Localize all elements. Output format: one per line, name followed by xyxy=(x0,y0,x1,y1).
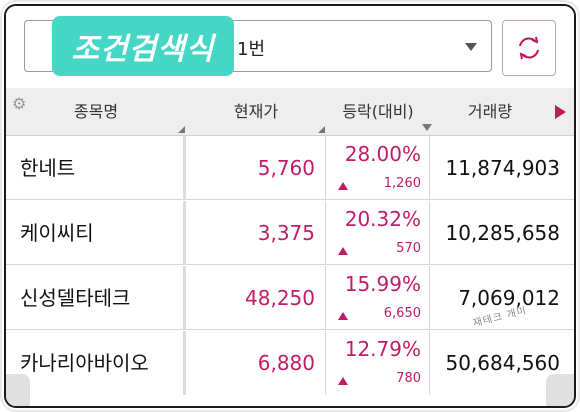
col-header-price[interactable]: 현재가 xyxy=(233,102,279,121)
stock-name: 케이씨티 xyxy=(6,201,186,265)
stock-volume: 10,285,658 xyxy=(445,221,560,245)
stock-screen: 1번 조건검색식 ⚙ 종목명 현재가 등락(대비) 거래량 한네트 5,760 xyxy=(4,4,576,408)
scroll-left-handle[interactable] xyxy=(6,374,30,406)
table-row[interactable]: 한네트 5,760 28.00% 1,260 11,874,903 xyxy=(6,136,574,200)
stock-price: 3,375 xyxy=(186,201,326,265)
up-triangle-icon xyxy=(338,312,348,320)
sort-corner-icon xyxy=(178,126,185,133)
stock-volume: 11,874,903 xyxy=(445,156,560,180)
scroll-right-handle[interactable] xyxy=(546,374,574,406)
table-header: ⚙ 종목명 현재가 등락(대비) 거래량 xyxy=(6,88,574,136)
stock-price: 6,880 xyxy=(186,331,326,395)
table-row[interactable]: 카나리아바이오 6,880 12.79% 780 50,684,560 xyxy=(6,331,574,395)
col-header-change[interactable]: 등락(대비) xyxy=(342,102,414,121)
sort-corner-icon xyxy=(318,126,325,133)
change-diff: 6,650 xyxy=(383,306,421,321)
stock-volume: 50,684,560 xyxy=(445,351,560,375)
change-diff: 570 xyxy=(396,241,421,256)
up-triangle-icon xyxy=(338,182,348,190)
stock-name: 한네트 xyxy=(6,136,186,200)
stock-change: 28.00% 1,260 xyxy=(326,136,430,200)
table-row[interactable]: 신성델타테크 48,250 15.99% 6,650 7,069,012 xyxy=(6,266,574,330)
stock-change: 12.79% 780 xyxy=(326,331,430,395)
condition-search-badge: 조건검색식 xyxy=(52,16,234,76)
change-percent: 28.00% xyxy=(344,142,421,166)
scroll-right-icon[interactable] xyxy=(555,105,566,119)
up-triangle-icon xyxy=(338,377,348,385)
change-diff: 780 xyxy=(396,371,421,386)
stock-price: 5,760 xyxy=(186,136,326,200)
stock-volume: 7,069,012 xyxy=(458,286,560,310)
stock-price: 48,250 xyxy=(186,266,326,330)
gear-icon[interactable]: ⚙ xyxy=(12,94,27,113)
col-header-name[interactable]: 종목명 xyxy=(73,102,119,121)
change-diff: 1,260 xyxy=(383,176,421,191)
stock-change: 15.99% 6,650 xyxy=(326,266,430,330)
change-percent: 20.32% xyxy=(344,207,421,231)
table-row[interactable]: 케이씨티 3,375 20.32% 570 10,285,658 xyxy=(6,201,574,265)
change-percent: 12.79% xyxy=(344,337,421,361)
condition-select-value: 1번 xyxy=(237,39,266,60)
caret-down-icon xyxy=(465,43,477,51)
stock-name: 신성델타테크 xyxy=(6,266,186,330)
stock-name: 카나리아바이오 xyxy=(6,331,186,395)
change-percent: 15.99% xyxy=(344,272,421,296)
up-triangle-icon xyxy=(338,247,348,255)
stock-change: 20.32% 570 xyxy=(326,201,430,265)
refresh-button[interactable] xyxy=(502,20,556,76)
refresh-icon xyxy=(519,36,539,60)
condition-search-label: 조건검색식 xyxy=(71,32,215,67)
sort-down-icon xyxy=(422,124,432,131)
col-header-volume[interactable]: 거래량 xyxy=(467,102,513,121)
search-bar: 1번 조건검색식 xyxy=(6,6,574,88)
